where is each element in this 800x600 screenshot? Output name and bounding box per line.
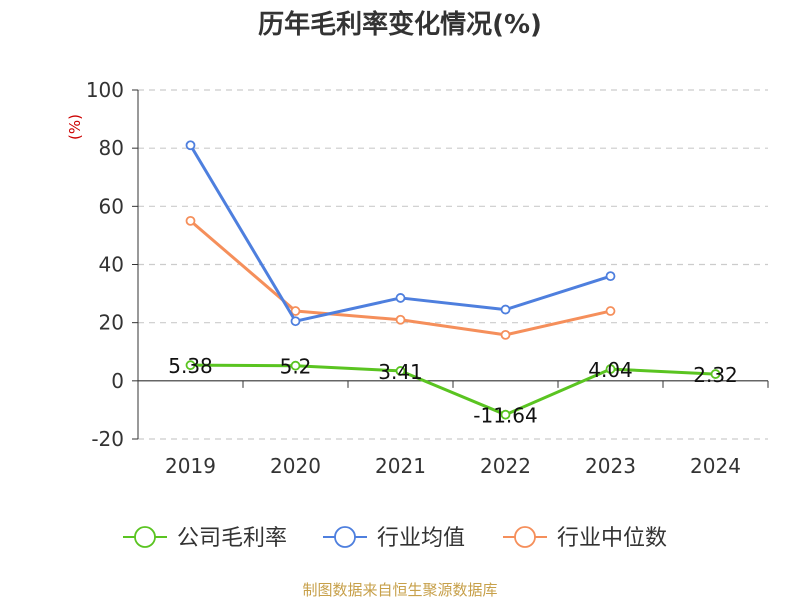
data-label: 5.2 bbox=[280, 355, 312, 379]
data-point bbox=[710, 369, 721, 379]
y-tick-label: -20 bbox=[91, 427, 124, 451]
data-point bbox=[185, 360, 196, 371]
data-point bbox=[500, 304, 511, 315]
data-point bbox=[395, 293, 406, 303]
data-point bbox=[185, 215, 196, 226]
y-axis-label: (%) bbox=[66, 114, 84, 140]
y-tick-label: 80 bbox=[99, 136, 124, 160]
x-tick-label: 2021 bbox=[375, 454, 426, 478]
legend-marker-circle bbox=[334, 526, 356, 548]
legend: 公司毛利率 行业均值 行业中位数 bbox=[123, 526, 667, 551]
x-tick-label: 2023 bbox=[585, 454, 636, 478]
data-point bbox=[605, 364, 616, 374]
data-point bbox=[395, 314, 406, 325]
series-line bbox=[190, 363, 716, 417]
data-label: -11.64 bbox=[473, 404, 537, 428]
data-point bbox=[500, 329, 511, 340]
data-point bbox=[395, 366, 406, 376]
chart-title: 历年毛利率变化情况(%) bbox=[258, 9, 542, 40]
legend-marker-circle bbox=[134, 526, 156, 548]
x-tick-label: 2024 bbox=[690, 454, 741, 478]
data-labels: 5.38 5.2 3.41 -11.64 4.04 2.32 bbox=[168, 354, 738, 427]
data-point bbox=[605, 271, 616, 282]
series-lines bbox=[185, 140, 721, 420]
data-point bbox=[185, 140, 196, 151]
data-point bbox=[290, 316, 301, 327]
y-tick-label: 100 bbox=[86, 78, 124, 102]
legend-label: 公司毛利率 bbox=[177, 526, 287, 551]
data-label: 2.32 bbox=[693, 363, 738, 387]
y-tick-label: 0 bbox=[111, 369, 124, 393]
x-tick-label: 2022 bbox=[480, 454, 531, 478]
data-point bbox=[290, 306, 301, 316]
y-tick-label: 40 bbox=[99, 253, 124, 277]
y-tick-label: 60 bbox=[99, 194, 124, 218]
data-label: 3.41 bbox=[378, 360, 423, 384]
legend-label: 行业中位数 bbox=[557, 526, 667, 551]
data-label: 5.38 bbox=[168, 354, 213, 378]
data-point bbox=[290, 360, 301, 371]
x-tick-label: 2020 bbox=[270, 454, 321, 478]
source-note: 制图数据来自恒生聚源数据库 bbox=[302, 581, 497, 599]
data-label: 4.04 bbox=[588, 358, 633, 382]
legend-marker-circle bbox=[514, 526, 536, 548]
legend-label: 行业均值 bbox=[377, 526, 465, 551]
data-point bbox=[605, 306, 616, 316]
y-tick-label: 20 bbox=[99, 311, 124, 335]
axes: -20 0 20 40 60 80 100 2019 2020 2021 2022 2023 2024 bbox=[86, 78, 769, 478]
x-tick-label: 2019 bbox=[165, 454, 216, 478]
data-point bbox=[500, 409, 511, 420]
